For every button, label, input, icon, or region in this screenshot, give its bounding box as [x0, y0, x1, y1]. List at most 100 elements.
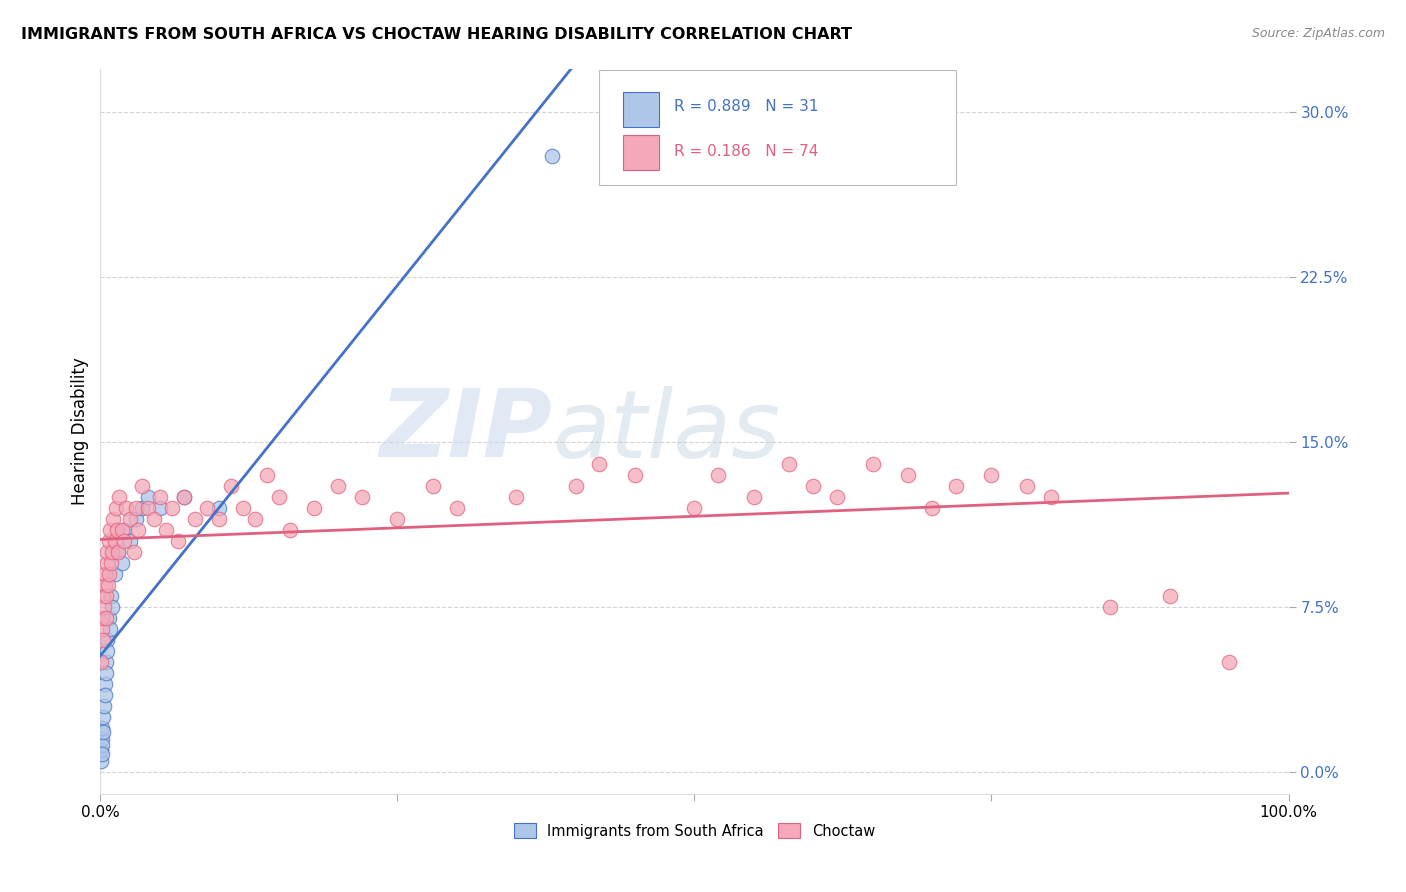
Point: [588, 457, 610, 471]
Point: [96, 545, 118, 559]
Point: [91, 632, 114, 647]
FancyBboxPatch shape: [623, 92, 659, 127]
Point: [267, 490, 290, 504]
Point: [184, 512, 207, 526]
Point: [96, 632, 118, 647]
Point: [540, 149, 562, 163]
Point: [97, 566, 120, 581]
Point: [97, 611, 120, 625]
Point: [131, 501, 153, 516]
Point: [91, 725, 114, 739]
Point: [104, 566, 127, 581]
FancyBboxPatch shape: [599, 70, 956, 185]
Point: [980, 468, 1002, 483]
Point: [100, 556, 122, 570]
Point: [195, 501, 218, 516]
Point: [862, 457, 884, 471]
Point: [94, 655, 117, 669]
Point: [90, 742, 112, 756]
Point: [97, 578, 120, 592]
Point: [387, 512, 409, 526]
Point: [136, 490, 159, 504]
Point: [112, 523, 135, 537]
Point: [108, 490, 131, 504]
Point: [104, 533, 127, 548]
Point: [131, 479, 153, 493]
Point: [93, 698, 115, 713]
Text: Source: ZipAtlas.com: Source: ZipAtlas.com: [1251, 27, 1385, 40]
Point: [742, 490, 765, 504]
Point: [280, 523, 302, 537]
Point: [93, 578, 115, 592]
Point: [125, 501, 148, 516]
Point: [91, 611, 114, 625]
Point: [779, 457, 801, 471]
Point: [96, 665, 118, 680]
Point: [160, 501, 183, 516]
Text: atlas: atlas: [551, 385, 780, 476]
Point: [945, 479, 967, 493]
Point: [1099, 599, 1122, 614]
Point: [683, 501, 706, 516]
Point: [1159, 589, 1181, 603]
Point: [94, 611, 117, 625]
Point: [96, 556, 118, 570]
Point: [127, 523, 149, 537]
Point: [107, 545, 129, 559]
Point: [256, 468, 278, 483]
Point: [94, 688, 117, 702]
Point: [120, 512, 142, 526]
Point: [624, 468, 647, 483]
Point: [91, 747, 114, 761]
Point: [90, 655, 112, 669]
Point: [173, 490, 195, 504]
Point: [107, 545, 129, 559]
Point: [125, 512, 148, 526]
Point: [166, 533, 188, 548]
Text: R = 0.889   N = 31: R = 0.889 N = 31: [675, 99, 818, 114]
Point: [446, 501, 468, 516]
Point: [149, 501, 172, 516]
Point: [90, 731, 112, 746]
Point: [219, 479, 242, 493]
Point: [94, 566, 117, 581]
Point: [897, 468, 920, 483]
Point: [422, 479, 444, 493]
Point: [208, 501, 231, 516]
Point: [91, 710, 114, 724]
Point: [326, 479, 349, 493]
Point: [98, 523, 121, 537]
Point: [93, 677, 115, 691]
Point: [350, 490, 373, 504]
Text: ZIP: ZIP: [380, 385, 551, 477]
Point: [122, 545, 145, 559]
Point: [91, 589, 114, 603]
Point: [1218, 655, 1240, 669]
Point: [142, 512, 165, 526]
Point: [103, 512, 125, 526]
Point: [505, 490, 527, 504]
Text: R = 0.186   N = 74: R = 0.186 N = 74: [675, 145, 818, 160]
Y-axis label: Hearing Disability: Hearing Disability: [72, 357, 89, 505]
Point: [90, 739, 112, 753]
Point: [232, 501, 254, 516]
Point: [825, 490, 848, 504]
Point: [707, 468, 730, 483]
Point: [98, 622, 121, 636]
FancyBboxPatch shape: [623, 136, 659, 170]
Point: [302, 501, 325, 516]
Point: [111, 523, 134, 537]
Point: [111, 556, 134, 570]
Point: [90, 622, 112, 636]
Point: [208, 512, 231, 526]
Point: [101, 545, 124, 559]
Point: [105, 523, 128, 537]
Legend: Immigrants from South Africa, Choctaw: Immigrants from South Africa, Choctaw: [508, 817, 882, 845]
Point: [243, 512, 266, 526]
Point: [155, 523, 177, 537]
Point: [120, 533, 142, 548]
Point: [91, 721, 114, 735]
Point: [93, 599, 115, 614]
Point: [98, 533, 121, 548]
Point: [921, 501, 943, 516]
